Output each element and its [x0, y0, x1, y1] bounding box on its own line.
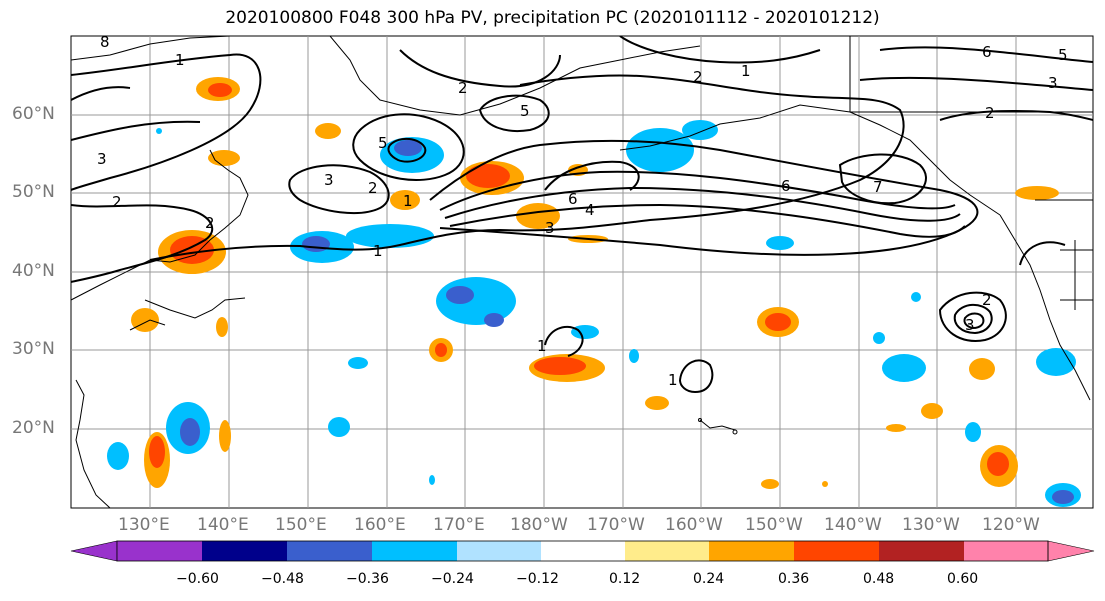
precip-positive-areas: [131, 77, 1059, 489]
lat-label: 40°N: [12, 261, 55, 281]
contour-label: 1: [373, 242, 383, 260]
contour-label: 5: [378, 134, 388, 152]
contour-label: 3: [324, 171, 334, 189]
pv-contours: [71, 36, 1093, 394]
colorbar-extend-min: [70, 540, 118, 562]
contour-label: 5: [520, 102, 530, 120]
contour-label: 1: [741, 62, 751, 80]
lon-label: 130°E: [118, 515, 170, 535]
gridlines: [71, 36, 1093, 508]
lon-label: 170°W: [587, 515, 645, 535]
contour-label: 6: [982, 43, 992, 61]
lat-label: 20°N: [12, 418, 55, 438]
contour-label: 1: [668, 371, 678, 389]
lat-label: 50°N: [12, 182, 55, 202]
contour-label: 7: [873, 178, 883, 196]
contour-label: 5: [1058, 46, 1068, 64]
contour-label: 2: [112, 193, 122, 211]
lon-label: 160°W: [665, 515, 723, 535]
map-title: 2020100800 F048 300 hPa PV, precipitatio…: [225, 8, 880, 28]
contour-label: 3: [97, 150, 107, 168]
contour-label: 2: [982, 291, 992, 309]
lon-label: 170°E: [433, 515, 485, 535]
colorbar-tick-label: −0.36: [346, 571, 389, 587]
colorbar-segment: [372, 541, 457, 561]
lon-label: 140°E: [197, 515, 249, 535]
contour-label: 1: [537, 337, 547, 355]
colorbar-segment: [625, 541, 709, 561]
contour-label: 6: [568, 190, 578, 208]
colorbar-segment: [287, 541, 372, 561]
contour-label: 2: [693, 68, 703, 86]
colorbar-tick-label: −0.12: [516, 571, 559, 587]
colorbar-tick-label: 0.60: [947, 571, 979, 587]
colorbar-extend-max: [1047, 540, 1095, 562]
colorbar-segment: [964, 541, 1048, 561]
lon-label: 150°E: [275, 515, 327, 535]
colorbar-segment: [709, 541, 794, 561]
lon-label: 120°W: [982, 515, 1040, 535]
lon-label: 180°W: [510, 515, 568, 535]
colorbar-tick-label: −0.24: [431, 571, 474, 587]
colorbar: [70, 540, 1095, 562]
colorbar-segment: [541, 541, 625, 561]
colorbar-segment: [879, 541, 964, 561]
colorbar-tick-label: −0.48: [261, 571, 304, 587]
contour-label: 3: [545, 219, 555, 237]
colorbar-tick-label: −0.60: [176, 571, 219, 587]
contour-label: 2: [458, 79, 468, 97]
lat-label: 30°N: [12, 339, 55, 359]
lon-label: 130°W: [902, 515, 960, 535]
contour-label: 2: [368, 179, 378, 197]
colorbar-segment: [117, 541, 202, 561]
lon-label: 150°W: [745, 515, 803, 535]
lat-label: 60°N: [12, 104, 55, 124]
colorbar-tick-label: 0.12: [609, 571, 641, 587]
contour-labels: 8 1 2 2 1 5 3 2 2 3 2 5 1 1 6 4 3 6 7 6 …: [97, 33, 1068, 389]
lon-label: 140°W: [824, 515, 882, 535]
precip-negative-areas: [107, 120, 1081, 507]
contour-label: 8: [100, 33, 110, 51]
lon-label: 160°E: [354, 515, 406, 535]
colorbar-tick-label: 0.48: [863, 571, 895, 587]
contour-label: 2: [205, 214, 215, 232]
colorbar-segment: [457, 541, 541, 561]
contour-label: 6: [781, 177, 791, 195]
colorbar-tick-label: 0.36: [778, 571, 810, 587]
contour-label: 1: [403, 192, 413, 210]
contour-label: 4: [585, 201, 595, 219]
colorbar-tick-label: 0.24: [693, 571, 725, 587]
colorbar-segment: [794, 541, 879, 561]
contour-label: 1: [175, 51, 185, 69]
contour-label: 3: [1048, 74, 1058, 92]
contour-label: 3: [965, 316, 975, 334]
colorbar-segment: [202, 541, 287, 561]
contour-label: 2: [985, 104, 995, 122]
